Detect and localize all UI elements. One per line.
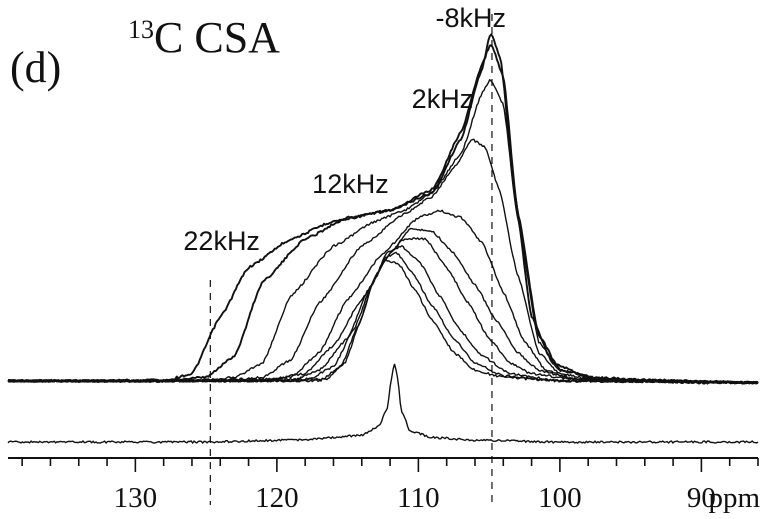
series-label-2kHz: 2kHz: [412, 84, 474, 114]
panel-label: (d): [10, 43, 61, 92]
centerband-line: [7, 363, 759, 445]
chart-title: 13C CSA: [128, 13, 280, 62]
annotations: (d) 13C CSA -8kHz 2kHz 12kHz 22kHz: [10, 3, 506, 256]
x-unit-label: ppm: [708, 482, 760, 514]
spectrum-line-2kHz: [7, 44, 759, 385]
x-tick-label: 90: [687, 482, 716, 514]
spectrum-line-42kHz: [7, 258, 759, 385]
spectrum-line-22kHz: [7, 227, 759, 385]
series-label--8kHz: -8kHz: [435, 3, 506, 33]
x-tick-label: 120: [255, 482, 299, 514]
spectrum-line-17kHz: [7, 209, 759, 385]
x-tick-label: 110: [397, 482, 439, 514]
series-label-12kHz: 12kHz: [312, 169, 389, 199]
spectrum-line--8kHz: [7, 33, 759, 385]
reference-lines: [209, 14, 493, 505]
spectrum-line-7kHz: [7, 79, 759, 385]
x-tick-label: 100: [538, 482, 582, 514]
series-label-22kHz: 22kHz: [183, 226, 260, 256]
title-main: C CSA: [154, 13, 280, 62]
spectra-series: [7, 33, 759, 385]
spectrum-line-32kHz: [7, 245, 759, 385]
centerband-spectrum: [7, 363, 759, 445]
title-superscript: 13: [128, 15, 154, 44]
spectrum-line-37kHz: [7, 251, 759, 385]
x-tick-label: 130: [114, 482, 158, 514]
